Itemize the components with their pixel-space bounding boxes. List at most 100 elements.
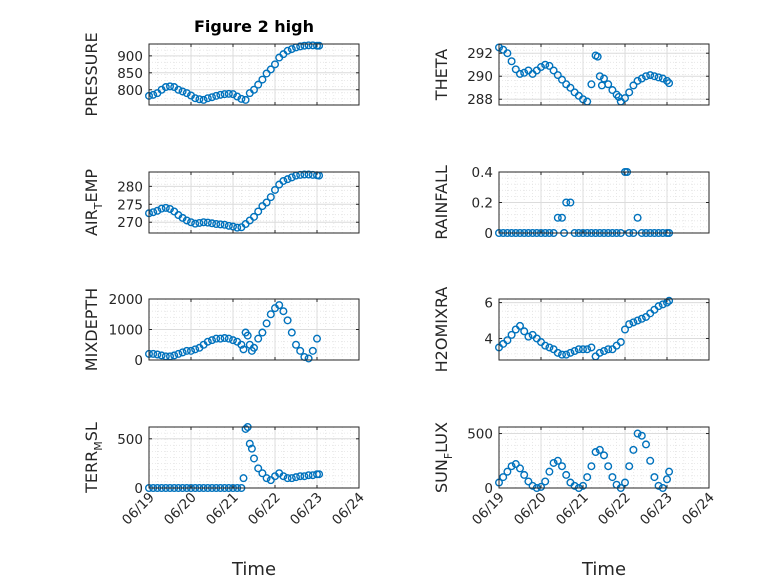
y-axis-label: TERRMSL: [82, 422, 105, 494]
data-point: [304, 354, 313, 363]
data-point: [621, 94, 630, 103]
data-point: [516, 69, 525, 78]
data-point: [520, 470, 529, 479]
data-point: [511, 65, 520, 74]
y-tick-label: 292: [467, 46, 493, 62]
data-point: [646, 71, 655, 80]
data-point: [570, 347, 579, 356]
data-point: [604, 345, 613, 354]
data-point: [271, 185, 280, 194]
x-tick-label: 06/24: [679, 490, 718, 529]
data-point: [304, 41, 313, 50]
data-point: [203, 218, 212, 227]
data-point: [237, 94, 246, 103]
data-point: [182, 346, 191, 355]
data-point: [174, 349, 183, 358]
data-point: [224, 221, 233, 230]
data-point: [633, 76, 642, 85]
data-point: [170, 351, 179, 360]
data-point: [600, 74, 609, 83]
data-point: [266, 193, 275, 202]
data-point: [646, 456, 655, 465]
data-point: [254, 334, 263, 343]
data-point: [562, 470, 571, 479]
data-point: [616, 338, 625, 347]
x-axis-label: Time: [581, 559, 626, 580]
axes-box: [498, 298, 710, 361]
data-point: [629, 81, 638, 90]
data-point: [174, 85, 183, 94]
data-point: [625, 462, 634, 471]
data-point: [296, 472, 305, 481]
data-point: [558, 213, 567, 222]
y-tick-label: 270: [117, 215, 143, 231]
data-point: [507, 330, 516, 339]
data-point: [262, 69, 271, 78]
data-point: [182, 89, 191, 98]
data-point: [558, 75, 567, 84]
data-point: [313, 334, 322, 343]
y-tick-label: 0: [134, 481, 143, 497]
axes-box: [498, 43, 710, 106]
y-axis-label: THETA: [432, 49, 451, 101]
data-point: [625, 320, 634, 329]
data-point: [524, 332, 533, 341]
x-tick-label: 06/20: [161, 490, 200, 529]
data-point: [545, 343, 554, 352]
data-point: [524, 477, 533, 486]
data-point: [553, 71, 562, 80]
data-point: [207, 219, 216, 228]
data-point: [520, 327, 529, 336]
axes-box: [148, 171, 360, 234]
data-point: [604, 80, 613, 89]
data-point: [541, 477, 550, 486]
data-point: [663, 475, 672, 484]
data-point: [570, 481, 579, 490]
y-tick-label: 0.2: [472, 196, 493, 212]
y-axis-label: MIXDEPTH: [82, 288, 101, 371]
data-point: [304, 170, 313, 179]
subplot-4: 0 0.2 0.4 RAINFALL: [432, 165, 710, 242]
data-point: [553, 456, 562, 465]
data-point: [182, 216, 191, 225]
data-point: [528, 481, 537, 490]
data-point: [629, 318, 638, 327]
data-point: [579, 345, 588, 354]
data-point: [224, 334, 233, 343]
axes-box: [148, 43, 360, 106]
data-point: [220, 220, 229, 229]
y-tick-label: 850: [117, 66, 143, 82]
data-point: [216, 334, 225, 343]
data-point: [537, 482, 546, 491]
data-point: [191, 94, 200, 103]
data-point: [203, 337, 212, 346]
data-point: [587, 462, 596, 471]
x-tick-label: 06/20: [511, 490, 550, 529]
data-point: [503, 467, 512, 476]
y-axis-label: AIRTEMP: [82, 169, 105, 236]
data-point: [262, 198, 271, 207]
data-point: [220, 90, 229, 99]
data-point: [279, 307, 288, 316]
data-point: [642, 440, 651, 449]
data-point: [654, 73, 663, 82]
data-point: [300, 41, 309, 50]
data-point: [665, 296, 674, 305]
data-point: [600, 347, 609, 356]
y-axis-label: PRESSURE: [82, 32, 101, 116]
data-point: [287, 474, 296, 483]
data-point: [658, 300, 667, 309]
data-point: [654, 302, 663, 311]
data-point: [224, 89, 233, 98]
data-point: [254, 464, 263, 473]
data-point: [658, 74, 667, 83]
data-point: [178, 348, 187, 357]
data-point: [165, 82, 174, 91]
data-point: [608, 86, 617, 95]
data-point: [191, 219, 200, 228]
data-point: [566, 198, 575, 207]
data-point: [511, 460, 520, 469]
data-point: [579, 481, 588, 490]
